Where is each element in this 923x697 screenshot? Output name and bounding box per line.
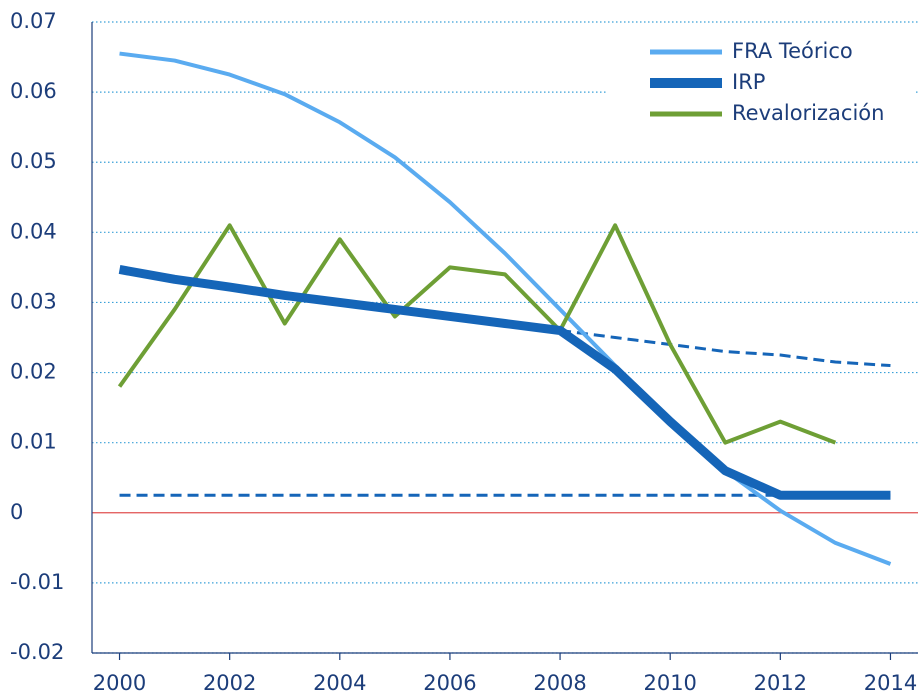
x-tick-label: 2004	[313, 671, 366, 695]
x-tick-label: 2010	[643, 671, 696, 695]
legend-label: Revalorización	[732, 101, 884, 125]
y-tick-label: -0.01	[10, 570, 64, 594]
x-tick-label: 2012	[754, 671, 807, 695]
x-tick-label: 2002	[203, 671, 256, 695]
y-tick-label: 0.05	[10, 149, 57, 173]
y-tick-label: 0.03	[10, 289, 57, 313]
y-tick-label: 0.02	[10, 360, 57, 384]
legend-label: FRA Teórico	[732, 39, 853, 63]
y-tick-label: 0	[10, 500, 23, 524]
y-tick-label: 0.07	[10, 9, 57, 33]
y-tick-label: 0.04	[10, 219, 57, 243]
x-tick-label: 2000	[93, 671, 146, 695]
x-tick-label: 2008	[533, 671, 586, 695]
dashed-line	[559, 329, 891, 368]
y-tick-label: -0.02	[10, 640, 64, 664]
y-tick-label: 0.01	[10, 430, 57, 454]
x-tick-label: 2006	[423, 671, 476, 695]
line	[118, 265, 891, 500]
y-tick-label: 0.06	[10, 79, 57, 103]
legend-label: IRP	[732, 70, 765, 94]
line	[119, 51, 892, 566]
line	[117, 223, 837, 445]
x-tick-label: 2014	[864, 671, 917, 695]
